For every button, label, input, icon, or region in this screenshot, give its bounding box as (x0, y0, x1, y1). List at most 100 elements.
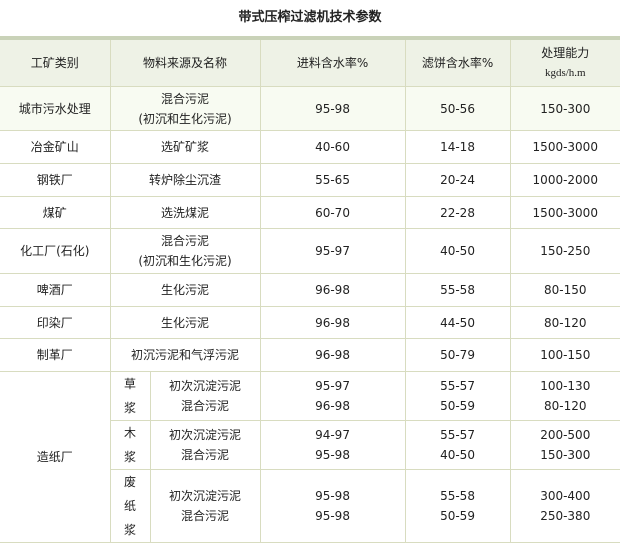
cake-moisture-cell: 40-50 (404, 228, 511, 274)
feed-cell: 95-98 95-98 (259, 469, 406, 543)
page-title: 带式压榨过滤机技术参数 (238, 10, 382, 25)
header-cake-moisture: 滤饼含水率% (404, 37, 511, 87)
feed-line: 95-97 (315, 379, 350, 393)
category-cell: 造纸厂 (0, 371, 111, 543)
feed-moisture-cell: 96-98 (259, 273, 406, 307)
feed-line: 94-97 (315, 428, 350, 442)
feed-moisture-cell: 60-70 (259, 196, 406, 229)
capacity-cell: 300-400 250-380 (509, 469, 620, 543)
material-line: (初沉和生化污泥) (138, 254, 232, 268)
material-line: 生化污泥 (161, 283, 210, 297)
materials-line: 初次沉淀污泥 (169, 379, 242, 393)
materials-cell: 初次沉淀污泥 混合污泥 (149, 469, 261, 543)
materials-cell: 初次沉淀污泥 混合污泥 (149, 371, 261, 421)
header-capacity-unit: kgds/h.m (544, 67, 586, 79)
material-cell: 生化污泥 (109, 273, 261, 307)
feed-line: 95-98 (315, 509, 350, 523)
cake-line: 55-58 (440, 489, 475, 503)
table-row: 啤酒厂 生化污泥 96-98 55-58 80-150 (0, 273, 620, 307)
materials-line: 初次沉淀污泥 (169, 489, 242, 503)
capacity-cell: 100-130 80-120 (509, 371, 620, 421)
header-material: 物料来源及名称 (109, 37, 261, 87)
capacity-cell: 80-150 (509, 273, 620, 307)
table-row: 制革厂 初沉污泥和气浮污泥 96-98 50-79 100-150 (0, 338, 620, 372)
category-cell: 城市污水处理 (0, 86, 111, 131)
table-row: 钢铁厂 转炉除尘沉渣 55-65 20-24 1000-2000 (0, 163, 620, 197)
header-category: 工矿类别 (0, 37, 111, 87)
capacity-cell: 80-120 (509, 306, 620, 339)
feed-line: 95-98 (315, 448, 350, 462)
cake-line: 50-59 (440, 509, 475, 523)
table-row: 木浆初次沉淀污泥 混合污泥 94-97 95-98 55-57 40-50 200-500 1… (0, 420, 620, 470)
cake-moisture-cell: 50-56 (404, 86, 511, 131)
feed-line: 96-98 (315, 399, 350, 413)
capacity-cell: 200-500 150-300 (509, 420, 620, 470)
material-cell: 生化污泥 (109, 306, 261, 339)
cake-moisture-cell: 20-24 (404, 163, 511, 197)
cake-cell: 55-57 40-50 (404, 420, 511, 470)
capacity-line: 150-300 (540, 448, 591, 462)
capacity-line: 80-120 (544, 399, 587, 413)
materials-line: 初次沉淀污泥 (169, 428, 242, 442)
material-cell: 选洗煤泥 (109, 196, 261, 229)
feed-moisture-cell: 96-98 (259, 338, 406, 372)
cake-moisture-cell: 44-50 (404, 306, 511, 339)
pulp-type-cell: 草浆 (109, 371, 151, 421)
cake-cell: 55-58 50-59 (404, 469, 511, 543)
feed-line: 95-98 (315, 489, 350, 503)
capacity-cell: 150-250 (509, 228, 620, 274)
capacity-cell: 1000-2000 (509, 163, 620, 197)
pulp-char: 浆 (123, 523, 136, 537)
table-row: 冶金矿山 选矿矿浆 40-60 14-18 1500-3000 (0, 130, 620, 164)
category-cell: 煤矿 (0, 196, 111, 229)
material-line: 转炉除尘沉渣 (149, 173, 222, 187)
pulp-type-cell: 木浆 (110, 420, 151, 470)
feed-cell: 94-97 95-98 (259, 420, 406, 470)
category-cell: 制革厂 (0, 338, 111, 372)
cake-moisture-cell: 50-79 (404, 338, 511, 372)
header-capacity-label: 处理能力 (541, 46, 590, 60)
cake-line: 40-50 (440, 448, 475, 462)
category-cell: 冶金矿山 (0, 130, 111, 164)
materials-cell: 初次沉淀污泥 混合污泥 (149, 420, 261, 470)
feed-moisture-cell: 95-97 (259, 228, 406, 274)
material-cell: 初沉污泥和气浮污泥 (109, 338, 261, 372)
pulp-type-cell: 废纸浆 (110, 469, 151, 543)
capacity-cell: 150-300 (509, 86, 620, 131)
pulp-char: 浆 (123, 401, 136, 415)
material-cell: 混合污泥 (初沉和生化污泥) (109, 228, 261, 274)
table-row: 煤矿 选洗煤泥 60-70 22-28 1500-3000 (0, 196, 620, 229)
cake-moisture-cell: 55-58 (404, 273, 511, 307)
category-cell: 钢铁厂 (0, 163, 111, 197)
material-line: (初沉和生化污泥) (138, 111, 232, 126)
pulp-char: 纸 (123, 499, 136, 513)
material-cell: 选矿矿浆 (109, 130, 261, 164)
category-cell: 啤酒厂 (0, 273, 111, 307)
feed-moisture-cell: 40-60 (259, 130, 406, 164)
material-line: 生化污泥 (161, 315, 210, 330)
material-line: 混合污泥 (161, 91, 210, 106)
feed-moisture-cell: 55-65 (259, 163, 406, 197)
capacity-cell: 1500-3000 (509, 196, 620, 229)
category-cell: 印染厂 (0, 306, 111, 339)
cake-moisture-cell: 14-18 (404, 130, 511, 164)
capacity-line: 300-400 (540, 489, 591, 503)
capacity-line: 100-130 (540, 379, 591, 393)
table-row: 印染厂 生化污泥 96-98 44-50 80-120 (0, 306, 620, 339)
material-line: 初沉污泥和气浮污泥 (131, 348, 240, 362)
pulp-char: 木 (123, 426, 136, 440)
material-line: 混合污泥 (161, 234, 210, 248)
category-cell: 化工厂(石化) (0, 228, 111, 274)
material-line: 选洗煤泥 (161, 205, 210, 220)
materials-line: 混合污泥 (181, 448, 230, 462)
header-feed-moisture: 进料含水率% (259, 37, 406, 87)
material-cell: 转炉除尘沉渣 (109, 163, 261, 197)
feed-cell: 95-97 96-98 (259, 371, 406, 421)
materials-line: 混合污泥 (181, 509, 230, 523)
capacity-cell: 1500-3000 (509, 130, 620, 164)
cake-line: 50-59 (440, 399, 475, 413)
feed-moisture-cell: 96-98 (259, 306, 406, 339)
pulp-char: 浆 (123, 450, 136, 464)
cake-line: 55-57 (440, 428, 475, 442)
header-row: 工矿类别 物料来源及名称 进料含水率% 滤饼含水率% 处理能力 kgds/h.m (0, 37, 620, 87)
